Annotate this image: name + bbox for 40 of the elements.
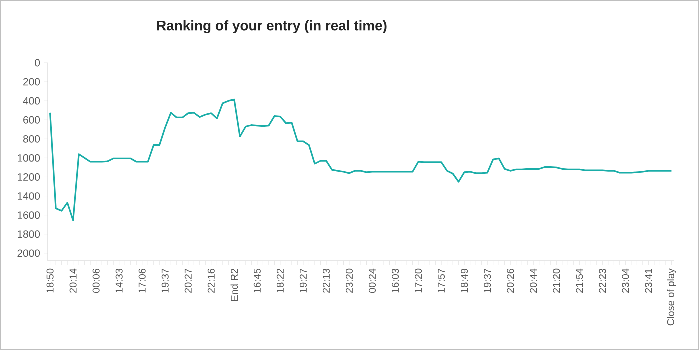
- y-tick-label: 2000: [18, 250, 40, 258]
- x-tick-label: 14:33: [116, 268, 123, 293]
- y-tick-label: 1600: [18, 212, 40, 220]
- x-tick-label: 00:06: [92, 268, 100, 294]
- x-tick-label: 16:03: [392, 268, 400, 293]
- x-tick-label: 19:27: [300, 269, 307, 293]
- x-tick-label: 20:27: [184, 269, 192, 293]
- x-tick-label: 18:49: [461, 268, 468, 293]
- y-tick-label: 1800: [18, 230, 40, 238]
- y-tick-label: 0: [35, 59, 40, 67]
- x-tick-label: 00:24: [368, 268, 376, 294]
- y-tick-label: 1400: [18, 192, 40, 200]
- x-tick-label: 21:54: [576, 268, 584, 293]
- x-tick-label: 22:23: [599, 268, 606, 293]
- x-tick-label: 18:50: [46, 268, 54, 293]
- x-tick-label: 17:57: [438, 269, 446, 293]
- x-tick-label: 23:04: [622, 268, 630, 293]
- chart-title: Ranking of your entry (in real time): [157, 20, 387, 34]
- x-tick-label: 16:45: [254, 268, 261, 293]
- x-tick-label: 17:20: [415, 268, 422, 293]
- x-tick-label: 19:37: [162, 269, 169, 293]
- x-tick-label: 22:16: [208, 268, 215, 293]
- y-tick-label: 600: [24, 116, 40, 124]
- y-tick-label: 1200: [18, 174, 40, 181]
- x-tick-label: 23:20: [346, 268, 354, 293]
- y-tick-label: 1000: [18, 154, 40, 162]
- x-tick-label: Close of play: [667, 268, 676, 326]
- x-tick-label: 18:22: [276, 269, 284, 293]
- x-tick-label: 23:41: [645, 269, 652, 293]
- x-tick-label: End R2: [230, 269, 238, 301]
- x-tick-label: 19:37: [484, 269, 492, 293]
- x-tick-label: 20:14: [70, 268, 77, 293]
- x-tick-label: 20:44: [530, 268, 538, 293]
- x-tick-label: 21:20: [553, 268, 560, 293]
- x-tick-label: 20:26: [507, 268, 514, 293]
- y-tick-label: 200: [24, 78, 40, 86]
- y-tick-label: 800: [23, 135, 40, 143]
- x-tick-label: 17:06: [138, 268, 146, 293]
- y-tick-label: 400: [23, 97, 40, 105]
- x-tick-label: 22:13: [322, 268, 330, 293]
